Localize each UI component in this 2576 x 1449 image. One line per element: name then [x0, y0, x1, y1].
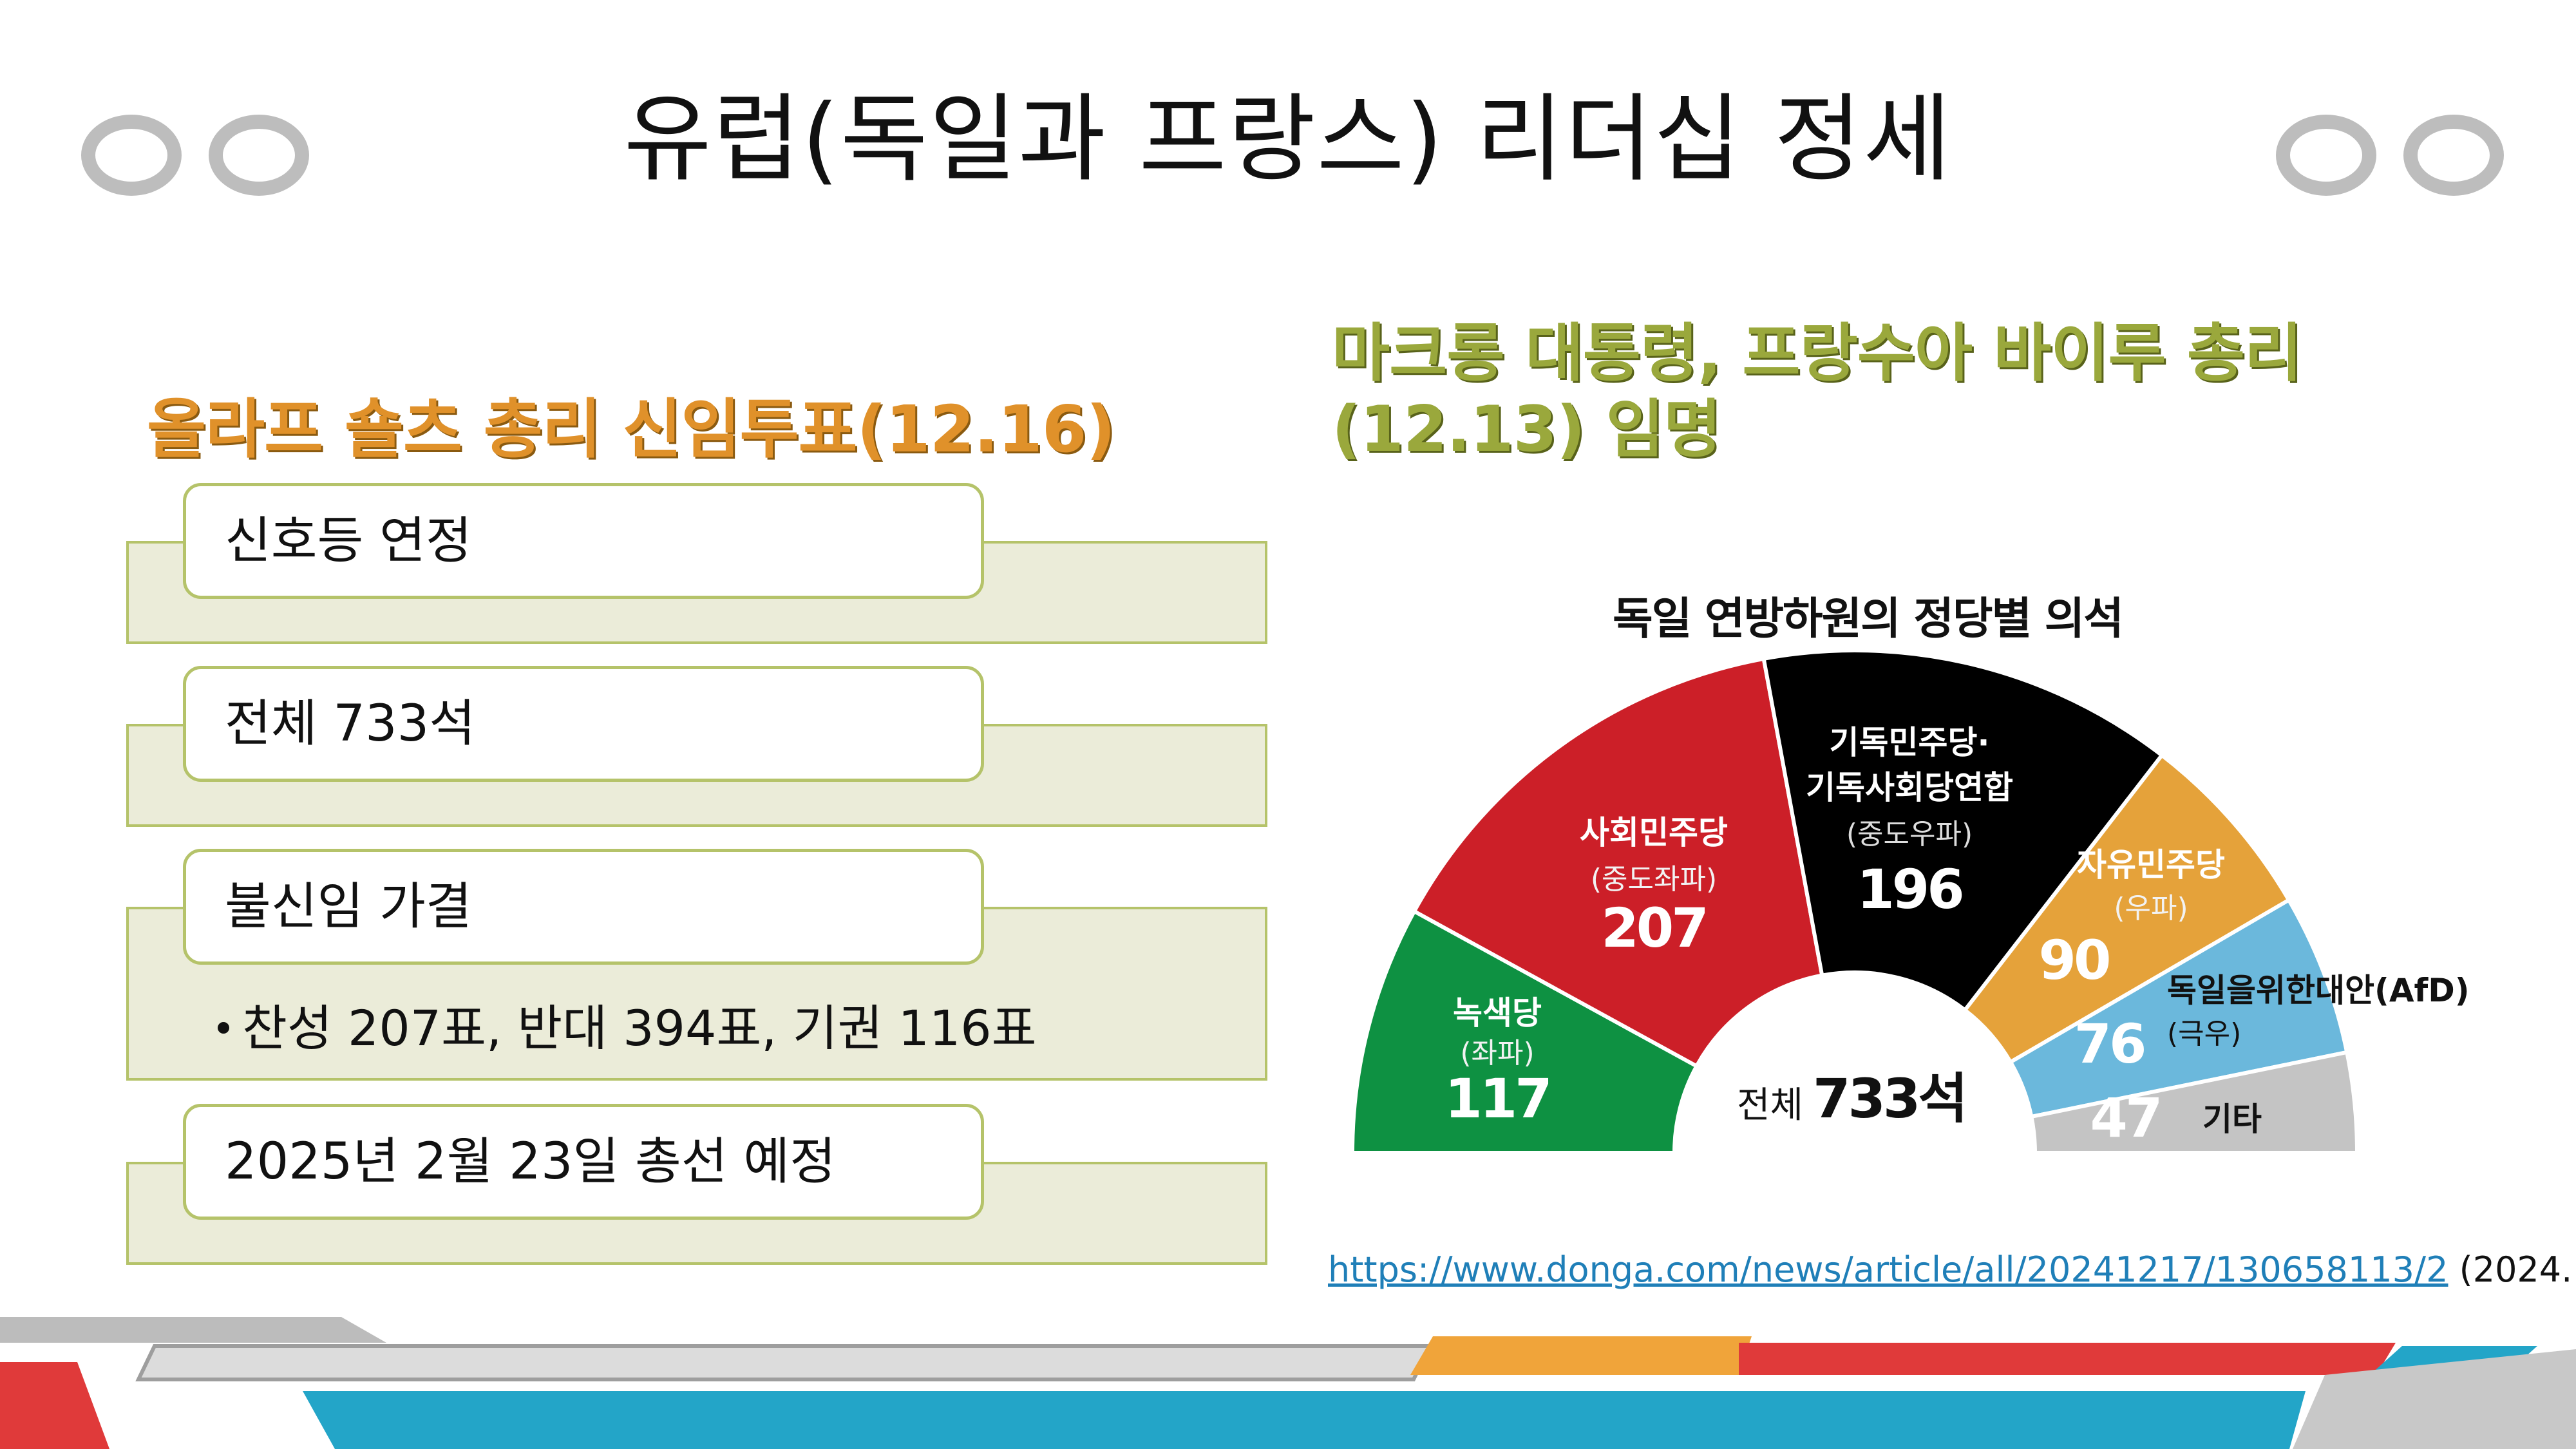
- slide-title: 유럽(독일과 프랑스) 리더십 정세: [623, 84, 1953, 194]
- source-line: https://www.donga.com/news/article/all/2…: [1328, 1249, 2576, 1290]
- segment-name-4: 독일을위한대안(AfD): [2167, 972, 2470, 1009]
- footer-stripe-light: [135, 1344, 1433, 1381]
- segment-value-3: 90: [2039, 929, 2109, 992]
- footer-stripe-red-left: [0, 1362, 109, 1449]
- segment-sub-3: (우파): [2114, 892, 2188, 925]
- bullet-icon: [218, 1022, 229, 1034]
- scholz-heading: 올라프 숄츠 총리 신임투표(12.16): [147, 392, 1115, 467]
- segment-value-0: 117: [1444, 1067, 1549, 1130]
- segment-value-5: 47: [2090, 1086, 2161, 1150]
- segment-value-2: 196: [1857, 858, 1962, 921]
- segment-name-0: 녹색당: [1453, 994, 1542, 1032]
- chart-total-value: 733석: [1813, 1067, 1965, 1130]
- chart-segment-3: [1962, 752, 2292, 1065]
- footer-stripe-red: [1739, 1343, 2396, 1375]
- footer-stripe-gray-right: [2293, 1349, 2576, 1449]
- segment-sub-0: (좌파): [1460, 1037, 1534, 1070]
- segment-value-1: 207: [1601, 896, 1706, 960]
- footer-stripe-gray: [0, 1317, 386, 1343]
- segment-name-5: 기타: [2202, 1101, 2262, 1138]
- chart-total-label: 전체: [1737, 1084, 1803, 1126]
- source-link[interactable]: https://www.donga.com/news/article/all/2…: [1328, 1249, 2448, 1290]
- chart-segment-1: [1411, 656, 1824, 1069]
- segment-sub-4: (극우): [2167, 1018, 2241, 1050]
- info-label-vote-result: 불신임 가결: [183, 849, 984, 965]
- segment-name-3: 자유민주당: [2077, 846, 2225, 884]
- info-label-coalition: 신호등 연정: [183, 483, 984, 599]
- vote-breakdown-text: 찬성 207표, 반대 394표, 기권 116표: [242, 999, 1037, 1057]
- chart-segment-0: [1350, 908, 1700, 1155]
- chart-title: 독일 연방하원의 정당별 의석: [1613, 594, 2124, 645]
- segment-sub-1: (중도좌파): [1591, 863, 1717, 896]
- vote-breakdown: 찬성 207표, 반대 394표, 기권 116표: [218, 989, 1037, 1059]
- chart-segment-2: [1761, 649, 2165, 1013]
- chart-segment-5: [2029, 1050, 2360, 1155]
- footer-stripe-orange: [1410, 1336, 1752, 1375]
- info-label-election: 2025년 2월 23일 총선 예정: [183, 1104, 984, 1220]
- segment-sub-2: (중도우파): [1846, 818, 1973, 851]
- source-date: (2024.12.17): [2459, 1249, 2576, 1290]
- footer-stripe-blue: [303, 1391, 2306, 1449]
- info-label-seats: 전체 733석: [183, 666, 984, 782]
- segment-name-2: 기독민주당·: [1830, 724, 1990, 761]
- segment-name2-2: 기독사회당연합: [1806, 769, 2013, 806]
- segment-name-1: 사회민주당: [1580, 814, 1728, 851]
- macron-heading: 마크롱 대통령, 프랑수아 바이루 총리 (12.13) 임명: [1332, 317, 2302, 466]
- segment-value-4: 76: [2074, 1012, 2145, 1075]
